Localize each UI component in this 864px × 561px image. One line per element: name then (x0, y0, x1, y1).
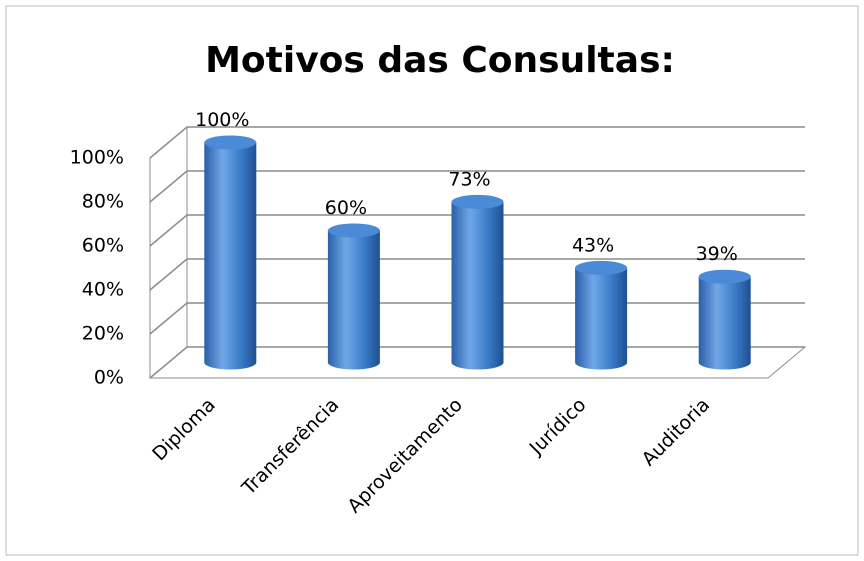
y-tick-label: 20% (82, 323, 124, 345)
grid-line (149, 214, 805, 247)
y-tick-label: 40% (82, 279, 124, 301)
bar (204, 142, 257, 370)
bar (575, 267, 628, 370)
value-label: 73% (448, 168, 490, 190)
bar-top (327, 223, 380, 238)
bar (451, 201, 504, 370)
x-tick-label: Diploma (148, 394, 219, 465)
y-tick-label: 60% (82, 235, 124, 257)
x-tick-label: Aproveitamento (343, 394, 467, 518)
value-label: 100% (195, 109, 249, 131)
value-label: 60% (325, 197, 367, 219)
value-label: 39% (696, 243, 738, 265)
bar-top (451, 194, 504, 209)
bar-top (698, 269, 751, 284)
chart-title: Motivos das Consultas: (205, 40, 675, 81)
frame (5, 5, 859, 556)
y-tick-label: 80% (82, 191, 124, 213)
bar-top (575, 260, 628, 275)
bar (698, 276, 751, 370)
bar-top (204, 135, 257, 150)
grid-line (149, 126, 805, 159)
x-tick-label: Transferência (237, 394, 343, 500)
y-tick-label: 100% (70, 147, 124, 169)
bar (327, 230, 380, 370)
value-label: 43% (572, 234, 614, 256)
y-tick-label: 0% (94, 367, 124, 389)
x-tick-label: Jurídico (525, 394, 591, 460)
grid-line (149, 170, 805, 203)
x-tick-label: Auditoria (638, 394, 715, 471)
grid-line (149, 258, 805, 291)
